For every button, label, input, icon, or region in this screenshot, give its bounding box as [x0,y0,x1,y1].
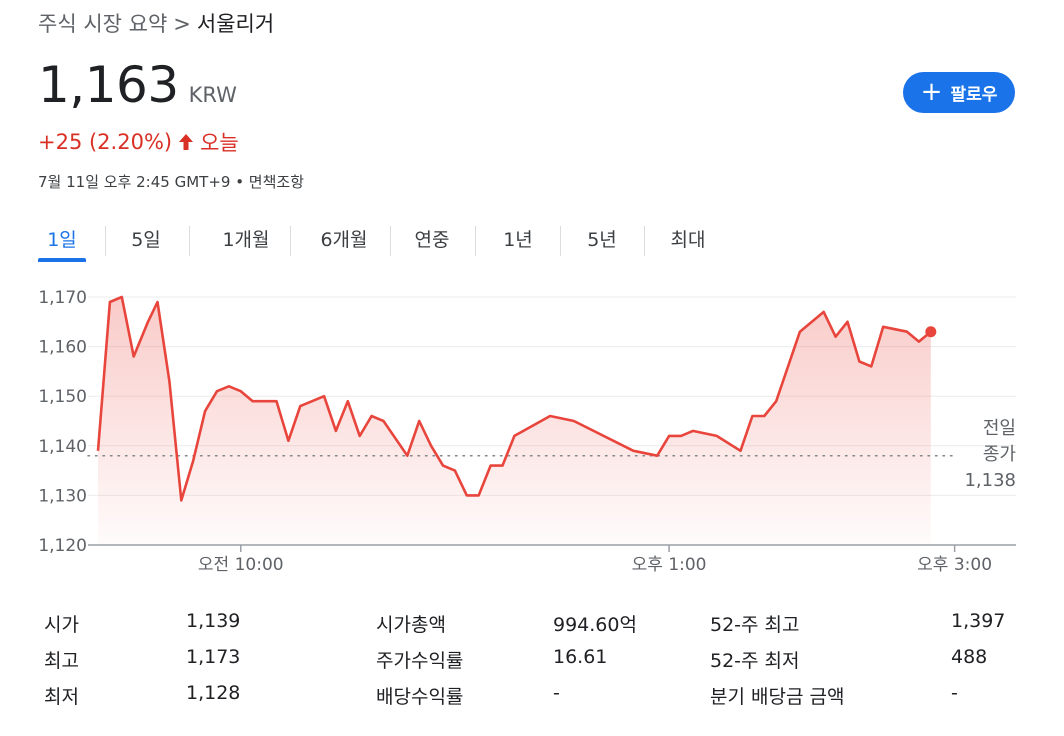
x-axis: 오전 10:00 오후 1:00 오후 3:00 [88,544,1016,575]
y-tick-label: 1,120 [38,536,87,556]
currency-label: KRW [188,83,237,107]
tab-5y[interactable]: 5년 [587,229,617,251]
x-tick-label: 오전 10:00 [198,555,284,575]
stats-table: 시가 1,139 최고 1,173 최저 1,128 시가총액 994.60억 … [0,600,1064,720]
stat-value: 488 [951,646,988,668]
y-tick-label: 1,160 [38,338,87,358]
price-area [98,297,931,545]
tab-1d[interactable]: 1일 [38,222,86,262]
x-tick-label: 오후 1:00 [632,555,707,575]
stat-value: 1,128 [186,682,241,704]
tab-ytd[interactable]: 연중 [414,229,450,251]
prev-close-value: 1,138 [964,470,1016,491]
breadcrumb-separator: > [173,12,191,36]
price-change: +25 (2.20%) 오늘 [38,127,239,157]
stat-label: 주가수익률 [376,650,464,672]
tab-max[interactable]: 최대 [670,229,706,251]
stat-label: 최고 [44,650,79,672]
tab-divider [290,226,291,256]
timestamp: 7월 11일 오후 2:45 GMT+9 • 면책조항 [38,173,305,191]
stat-label: 시가총액 [376,614,446,636]
follow-button[interactable]: + 팔로우 [903,72,1015,113]
tab-divider [105,226,106,256]
stat-value: 994.60억 [553,614,637,636]
tab-1m[interactable]: 1개월 [222,229,270,251]
stat-label: 배당수익률 [376,686,464,708]
price-line [96,295,932,502]
current-price-dot [925,326,937,338]
stat-value: - [951,682,958,704]
stat-label: 52-주 최고 [710,614,800,636]
y-tick-label: 1,130 [38,486,87,506]
stat-value: 1,173 [186,646,241,668]
follow-label: 팔로우 [950,85,998,105]
y-tick-label: 1,170 [38,288,87,308]
tab-divider [644,226,645,256]
change-period: 오늘 [200,131,239,155]
stat-label: 최저 [44,686,79,708]
breadcrumb-current: 서울리거 [196,12,275,36]
previous-close-label: 전일 종가 1,138 [964,418,1016,491]
y-tick-label: 1,140 [38,437,87,457]
y-tick-label: 1,150 [38,387,87,407]
tab-1y[interactable]: 1년 [503,229,533,251]
chart-line-layer [96,295,937,502]
stat-label: 52-주 최저 [710,650,800,672]
prev-close-line2: 종가 [983,444,1016,465]
stat-value: - [553,682,560,704]
tab-divider [475,226,476,256]
price-block: 1,163 KRW [38,56,237,114]
breadcrumb: 주식 시장 요약 > 서울리거 [38,8,274,38]
stat-label: 분기 배당금 금액 [710,686,845,708]
stat-label: 시가 [44,614,79,636]
tab-5d[interactable]: 5일 [131,229,161,251]
current-price: 1,163 [38,56,179,114]
arrow-up-icon [178,133,194,151]
change-value: +25 (2.20%) [38,130,173,154]
tab-6m[interactable]: 6개월 [320,229,368,251]
tab-divider [560,226,561,256]
prev-close-line1: 전일 [983,418,1016,439]
tab-divider [390,226,391,256]
y-axis-labels: 1,170 1,160 1,150 1,140 1,130 1,120 [38,288,87,556]
stat-value: 16.61 [553,646,608,668]
plus-icon: + [920,76,943,107]
stat-value: 1,139 [186,610,241,632]
breadcrumb-parent[interactable]: 주식 시장 요약 [38,12,168,36]
tab-divider [189,226,190,256]
stat-value: 1,397 [951,610,1006,632]
chart-area-layer [98,297,931,545]
x-tick-label: 오후 3:00 [917,555,992,575]
